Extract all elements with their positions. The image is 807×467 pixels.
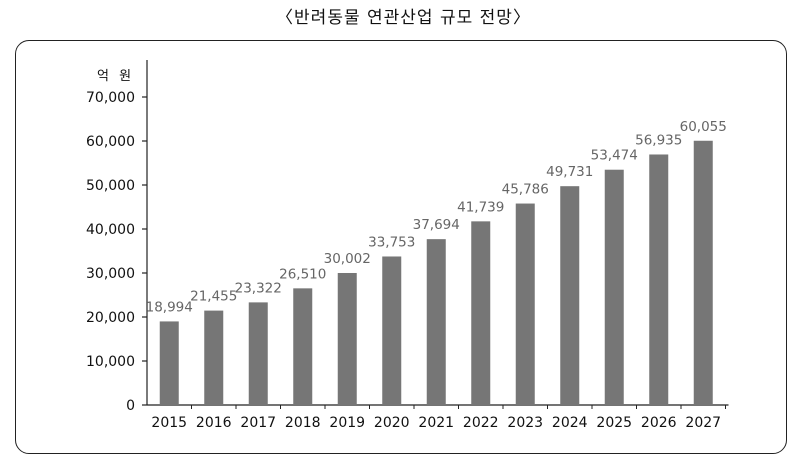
x-axis-ticks: 2015 2016 2017 2018 2019 2020 2021 2022 2023 2024… [151, 405, 726, 431]
data-label-2020: 33,753 [368, 234, 415, 250]
bar-2027 [693, 140, 713, 405]
data-label-2017: 23,322 [235, 280, 282, 296]
x-tick-label-2019: 2019 [329, 415, 365, 431]
y-tick-label: 10,000 [86, 354, 135, 370]
bar-2022 [471, 221, 491, 405]
chart-title: 〈반려동물 연관산업 규모 전망〉 [276, 8, 531, 28]
data-label-2025: 53,474 [591, 148, 638, 164]
data-label-2021: 37,694 [413, 217, 460, 233]
bar-2020 [382, 256, 402, 405]
bar-2019 [337, 272, 357, 405]
bar-2018 [293, 288, 313, 405]
bars [159, 140, 713, 405]
x-tick-label-2027: 2027 [685, 415, 721, 431]
data-label-2022: 41,739 [457, 199, 504, 215]
y-axis-unit-label: 억 원 [97, 69, 134, 84]
data-label-2016: 21,455 [190, 289, 237, 305]
bar-2025 [604, 169, 624, 405]
x-tick-label-2015: 2015 [151, 415, 187, 431]
bar-2015 [159, 321, 179, 405]
data-label-2018: 26,510 [279, 266, 326, 282]
y-tick-label: 60,000 [86, 134, 135, 150]
x-tick-label-2018: 2018 [285, 415, 321, 431]
x-tick-label-2023: 2023 [507, 415, 543, 431]
x-tick-label-2022: 2022 [463, 415, 499, 431]
y-tick-label: 50,000 [86, 178, 135, 194]
y-tick-label: 20,000 [86, 310, 135, 326]
y-tick-label: 40,000 [86, 222, 135, 238]
data-label-2026: 56,935 [635, 132, 682, 148]
bar-2017 [248, 302, 268, 405]
bar-2021 [426, 239, 446, 405]
data-label-2019: 30,002 [324, 251, 371, 267]
bar-2016 [204, 310, 224, 405]
bar-2023 [515, 203, 535, 405]
x-tick-label-2016: 2016 [196, 415, 232, 431]
x-tick-label-2017: 2017 [240, 415, 276, 431]
x-tick-label-2025: 2025 [596, 415, 632, 431]
x-tick-label-2021: 2021 [418, 415, 454, 431]
x-tick-label-2024: 2024 [552, 415, 588, 431]
data-label-2024: 49,731 [546, 164, 593, 180]
y-axis-ticks: 0 10,000 20,000 30,000 40,000 50,000 60,000 70,… [86, 90, 147, 414]
y-tick-label: 30,000 [86, 266, 135, 282]
y-tick-label: 0 [126, 398, 135, 414]
bar-2026 [649, 154, 669, 405]
x-tick-label-2020: 2020 [374, 415, 410, 431]
data-label-2023: 45,786 [502, 182, 549, 198]
data-label-2015: 18,994 [146, 299, 193, 315]
x-tick-label-2026: 2026 [641, 415, 677, 431]
data-label-2027: 60,055 [680, 119, 727, 135]
bar-2024 [560, 186, 580, 405]
y-tick-label: 70,000 [86, 90, 135, 106]
data-labels: 18,99421,45523,32226,51030,00233,75337,6… [146, 119, 727, 316]
